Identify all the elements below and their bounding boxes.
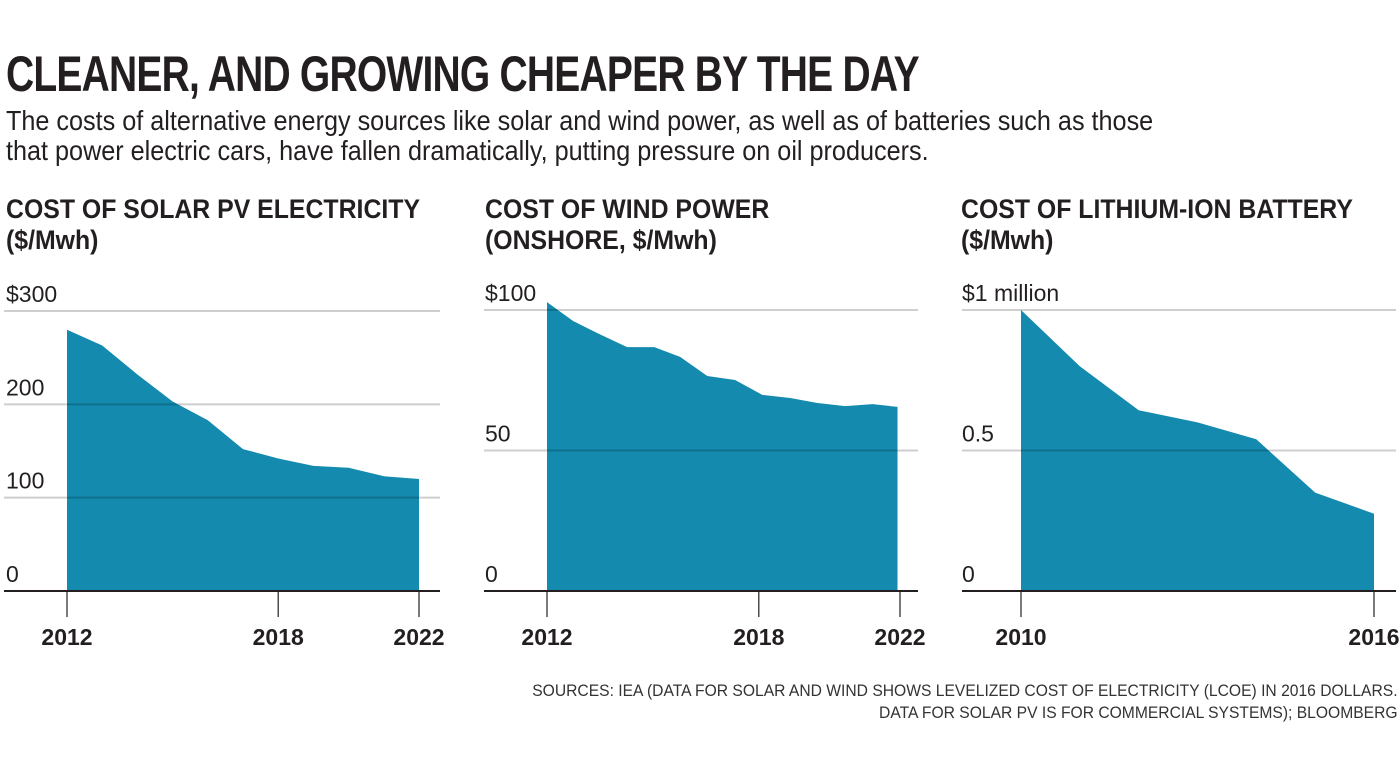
source-line-1: SOURCES: IEA (DATA FOR SOLAR AND WIND SH… xyxy=(532,681,1398,700)
battery-chart-title-line-1: COST OF LITHIUM-ION BATTERY xyxy=(961,194,1353,224)
battery-chart-title-line-2: ($/Mwh) xyxy=(961,225,1054,255)
wind-x-tick-label: 2022 xyxy=(874,624,925,650)
wind-y-tick-label: $100 xyxy=(485,280,536,306)
solar-chart: $300 200 100 0 2012 2018 2022 xyxy=(4,281,445,650)
wind-y-tick-label: 50 xyxy=(485,421,511,447)
wind-chart: $100 50 0 2012 2018 2022 xyxy=(484,280,926,650)
battery-x-tick-label: 2016 xyxy=(1348,624,1399,650)
solar-y-tick-label: 200 xyxy=(6,374,44,400)
subtitle-line-2: that power electric cars, have fallen dr… xyxy=(6,135,929,166)
solar-x-tick-label: 2018 xyxy=(253,624,304,650)
wind-chart-title-line-2: (ONSHORE, $/Mwh) xyxy=(485,225,717,255)
solar-y-tick-label: 100 xyxy=(6,468,44,494)
solar-area xyxy=(67,329,419,591)
battery-x-tick-label: 2010 xyxy=(995,624,1046,650)
solar-y-tick-label: $300 xyxy=(6,281,57,307)
wind-x-tick-label: 2012 xyxy=(521,624,572,650)
solar-chart-title-line-1: COST OF SOLAR PV ELECTRICITY xyxy=(6,194,421,224)
wind-chart-title: COST OF WIND POWER (ONSHORE, $/Mwh) xyxy=(485,194,769,256)
source-note: SOURCES: IEA (DATA FOR SOLAR AND WIND SH… xyxy=(533,680,1398,724)
solar-y-tick-label: 0 xyxy=(6,561,19,587)
solar-chart-title: COST OF SOLAR PV ELECTRICITY ($/Mwh) xyxy=(6,194,420,256)
wind-y-tick-label: 0 xyxy=(485,561,498,587)
solar-chart-title-line-2: ($/Mwh) xyxy=(6,225,99,255)
battery-y-tick-label: $1 million xyxy=(962,280,1059,306)
main-title: CLEANER, AND GROWING CHEAPER BY THE DAY xyxy=(6,46,920,102)
solar-x-tick-label: 2022 xyxy=(393,624,444,650)
wind-area xyxy=(547,302,898,591)
battery-chart: $1 million 0.5 0 2010 2016 xyxy=(962,280,1400,650)
battery-chart-title: COST OF LITHIUM-ION BATTERY ($/Mwh) xyxy=(961,194,1353,256)
subtitle: The costs of alternative energy sources … xyxy=(6,106,1374,166)
battery-y-tick-label: 0.5 xyxy=(962,421,994,447)
battery-area xyxy=(1021,310,1374,591)
solar-x-tick-label: 2012 xyxy=(41,624,92,650)
battery-y-tick-label: 0 xyxy=(962,561,975,587)
subtitle-line-1: The costs of alternative energy sources … xyxy=(6,105,1154,136)
wind-x-tick-label: 2018 xyxy=(733,624,784,650)
source-line-2: DATA FOR SOLAR PV IS FOR COMMERCIAL SYST… xyxy=(879,703,1398,722)
wind-chart-title-line-1: COST OF WIND POWER xyxy=(485,194,770,224)
